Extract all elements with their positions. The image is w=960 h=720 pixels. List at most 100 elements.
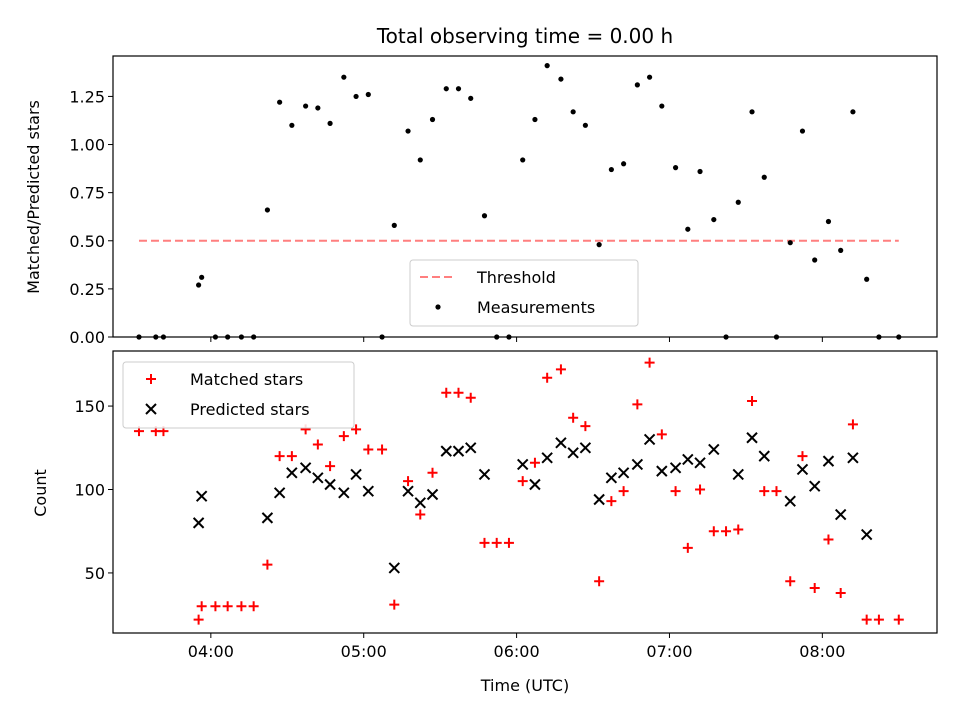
predicted-stars-point (338, 487, 350, 499)
predicted-stars-point (732, 468, 744, 481)
measurement-point (838, 247, 844, 253)
predicted-stars-point (784, 495, 796, 507)
measurement-point (735, 199, 741, 205)
matched-stars-point (196, 601, 207, 612)
matched-stars-point (785, 576, 796, 587)
predicted-stars-point (541, 452, 553, 464)
matched-stars-point (618, 486, 629, 497)
x-axis-label: Time (UTC) (480, 676, 569, 695)
matched-stars-point (325, 461, 336, 472)
predicted-stars-point (362, 485, 375, 497)
matched-stars-point (721, 526, 732, 537)
matched-stars-point (594, 576, 605, 587)
predicted-stars-point (796, 463, 809, 476)
matched-stars-point (286, 451, 297, 462)
measurement-point (417, 157, 423, 163)
predicted-stars-point (822, 455, 835, 467)
matched-stars-point (312, 439, 323, 450)
legend-label: Predicted stars (190, 400, 310, 419)
measurement-point (634, 82, 640, 88)
predicted-stars-point (350, 468, 362, 481)
predicted-stars-point (567, 447, 579, 459)
predicted-stars-point (758, 450, 770, 462)
predicted-stars-point (414, 497, 426, 509)
bottom-y-axis-label: Count (31, 469, 50, 517)
chart-title: Total observing time = 0.00 h (376, 24, 673, 48)
predicted-stars-point (426, 488, 439, 501)
measurement-point (315, 105, 321, 111)
predicted-stars-point (312, 472, 324, 484)
matched-stars-point (363, 444, 374, 455)
matched-stars-point (606, 496, 617, 507)
x-tick-label: 08:00 (799, 642, 845, 661)
predicted-stars-point (286, 467, 298, 479)
predicted-stars-point (440, 445, 452, 457)
x-tick-label: 06:00 (494, 642, 540, 661)
legend-box (122, 361, 355, 429)
measurement-point (520, 157, 526, 163)
matched-stars-point (415, 509, 426, 520)
predicted-stars-point (834, 508, 847, 521)
predicted-stars-point (617, 467, 630, 479)
matched-stars-point (644, 357, 655, 368)
x-tick-label: 04:00 (188, 642, 234, 661)
matched-stars-point (835, 587, 846, 598)
measurement-point (468, 95, 474, 101)
measurement-point (825, 218, 832, 225)
measurement-point (582, 122, 588, 128)
predicted-stars-point (261, 512, 274, 524)
y-tick-label: 1.00 (69, 136, 105, 155)
matched-stars-point (262, 559, 273, 570)
y-tick-label: 1.25 (69, 87, 105, 106)
predicted-stars-point (324, 478, 336, 491)
matched-stars-point (377, 444, 388, 455)
matched-stars-point (529, 457, 540, 468)
matched-stars-point (222, 601, 233, 612)
matched-stars-point (193, 614, 204, 625)
measurement-point (532, 116, 538, 123)
predicted-stars-point (860, 528, 873, 541)
measurement-point (341, 74, 347, 80)
matched-stars-point (568, 412, 579, 423)
predicted-stars-point (579, 442, 592, 454)
measurement-point (672, 165, 679, 171)
predicted-stars-point (669, 462, 682, 474)
y-tick-label: 0.50 (69, 232, 105, 251)
matched-stars-point (465, 392, 476, 403)
measurement-point (621, 161, 627, 167)
measurement-point (303, 103, 309, 109)
measurement-point (570, 109, 576, 115)
predicted-stars-point (195, 490, 208, 502)
measurement-point (327, 120, 333, 126)
measurement-point (787, 240, 793, 246)
predicted-stars-point (656, 465, 668, 477)
measurement-point (596, 242, 602, 248)
top-ratio-panel: 0.00 0.25 0.50 0.75 1.00 1.25 Threshold Measure… (69, 55, 938, 347)
predicted-stars-point (299, 462, 312, 474)
predicted-stars-point (808, 480, 821, 492)
matched-stars-point (670, 486, 681, 497)
measurement-point (608, 166, 614, 173)
matched-stars-point (733, 524, 744, 535)
matched-stars-point (236, 601, 247, 612)
matched-stars-point (453, 387, 464, 398)
measurement-point (277, 99, 283, 105)
matched-stars-point (555, 364, 566, 375)
matched-stars-point (403, 476, 414, 487)
matched-stars-point (893, 614, 904, 625)
matched-stars-point (580, 421, 591, 432)
legend-predicted-swatch (145, 403, 157, 415)
axes-frame (112, 350, 938, 634)
measurement-point (711, 216, 717, 223)
measurement-point (685, 226, 691, 232)
legend-matched-swatch (146, 374, 156, 384)
measurement-point (481, 213, 488, 219)
legend-label: Matched stars (190, 370, 303, 389)
measurement-point (812, 257, 818, 263)
predicted-stars-point (273, 487, 286, 499)
matched-stars-point (747, 396, 758, 407)
matched-stars-point (656, 429, 667, 440)
legend-label: Measurements (477, 298, 595, 317)
measurement-point (365, 91, 371, 98)
matched-stars-point (708, 526, 719, 537)
